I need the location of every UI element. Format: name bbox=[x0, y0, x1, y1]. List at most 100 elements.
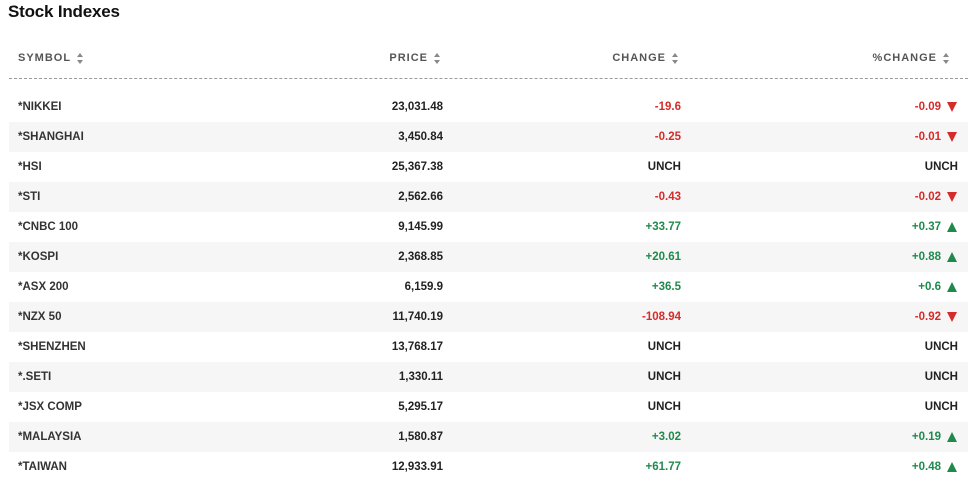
pct-change-cell: UNCH bbox=[925, 362, 958, 392]
triangle-down-icon bbox=[947, 102, 957, 112]
pct-change-cell: +0.6 bbox=[918, 272, 958, 302]
price-value: 13,768.17 bbox=[391, 341, 443, 353]
symbol-link[interactable]: *JSX COMP bbox=[18, 401, 82, 413]
pct-change-cell: -0.01 bbox=[915, 122, 958, 152]
price-value: 1,330.11 bbox=[398, 371, 443, 383]
stock-indexes-table: SYMBOL PRICE CHANGE %CHANGE *NIKKEI 23,03… bbox=[9, 40, 968, 482]
symbol-link[interactable]: *TAIWAN bbox=[18, 461, 67, 473]
pct-change-cell: -0.02 bbox=[915, 182, 958, 212]
change-value: +3.02 bbox=[651, 431, 681, 443]
column-header-price[interactable]: PRICE bbox=[389, 52, 440, 64]
table-row[interactable]: *SHENZHEN 13,768.17 UNCH UNCH bbox=[9, 332, 968, 362]
pct-change-cell: +0.88 bbox=[912, 242, 958, 272]
price-value: 3,450.84 bbox=[398, 131, 443, 143]
change-value: +20.61 bbox=[645, 251, 682, 263]
pct-change-value: UNCH bbox=[924, 341, 958, 353]
table-body: *NIKKEI 23,031.48 -19.6 -0.09 *SHANGHAI 3,450… bbox=[9, 92, 968, 482]
pct-change-value: -0.09 bbox=[914, 101, 941, 113]
table-header: SYMBOL PRICE CHANGE %CHANGE bbox=[9, 40, 968, 79]
price-value: 9,145.99 bbox=[398, 221, 443, 233]
pct-change-cell: -0.92 bbox=[915, 302, 958, 332]
price-value: 1,580.87 bbox=[398, 431, 443, 443]
table-row[interactable]: *JSX COMP 5,295.17 UNCH UNCH bbox=[9, 392, 968, 422]
column-header-change[interactable]: CHANGE bbox=[612, 52, 678, 64]
symbol-link[interactable]: *CNBC 100 bbox=[18, 221, 79, 233]
pct-change-cell: UNCH bbox=[925, 332, 958, 362]
pct-change-cell: +0.37 bbox=[912, 212, 958, 242]
symbol-link[interactable]: *STI bbox=[18, 191, 41, 203]
table-row[interactable]: *KOSPI 2,368.85 +20.61 +0.88 bbox=[9, 242, 968, 272]
change-value: -19.6 bbox=[654, 101, 681, 113]
change-value: UNCH bbox=[647, 161, 681, 173]
symbol-link[interactable]: *KOSPI bbox=[18, 251, 59, 263]
pct-change-cell: +0.19 bbox=[912, 422, 958, 452]
triangle-down-icon bbox=[947, 192, 957, 202]
pct-change-value: UNCH bbox=[924, 401, 958, 413]
symbol-link[interactable]: *NIKKEI bbox=[18, 101, 62, 113]
price-value: 11,740.19 bbox=[392, 311, 443, 323]
change-value: -108.94 bbox=[641, 311, 681, 323]
table-row[interactable]: *STI 2,562.66 -0.43 -0.02 bbox=[9, 182, 968, 212]
price-value: 2,368.85 bbox=[398, 251, 443, 263]
price-value: 2,562.66 bbox=[398, 191, 443, 203]
change-value: -0.43 bbox=[654, 191, 681, 203]
symbol-link[interactable]: *.SETI bbox=[18, 371, 52, 383]
pct-change-value: +0.19 bbox=[911, 431, 941, 443]
price-value: 12,933.91 bbox=[391, 461, 443, 473]
pct-change-value: +0.37 bbox=[911, 221, 941, 233]
sort-icon bbox=[943, 52, 949, 64]
column-header-pct-change[interactable]: %CHANGE bbox=[873, 52, 949, 64]
symbol-link[interactable]: *SHENZHEN bbox=[18, 341, 86, 353]
triangle-up-icon bbox=[947, 282, 957, 292]
change-value: +61.77 bbox=[645, 461, 682, 473]
triangle-down-icon bbox=[947, 312, 957, 322]
triangle-up-icon bbox=[947, 252, 957, 262]
triangle-up-icon bbox=[947, 432, 957, 442]
symbol-link[interactable]: *MALAYSIA bbox=[18, 431, 82, 443]
pct-change-value: +0.88 bbox=[911, 251, 941, 263]
price-value: 23,031.48 bbox=[391, 101, 443, 113]
sort-icon bbox=[77, 52, 84, 64]
table-row[interactable]: *SHANGHAI 3,450.84 -0.25 -0.01 bbox=[9, 122, 968, 152]
symbol-link[interactable]: *SHANGHAI bbox=[18, 131, 84, 143]
column-header-pct-change-label: %CHANGE bbox=[872, 52, 937, 64]
triangle-up-icon bbox=[947, 462, 957, 472]
triangle-up-icon bbox=[947, 222, 957, 232]
table-row[interactable]: *NIKKEI 23,031.48 -19.6 -0.09 bbox=[9, 92, 968, 122]
change-value: +33.77 bbox=[645, 221, 682, 233]
pct-change-value: -0.02 bbox=[914, 191, 941, 203]
pct-change-cell: -0.09 bbox=[915, 92, 958, 122]
column-header-symbol[interactable]: SYMBOL bbox=[18, 52, 84, 64]
table-row[interactable]: *.SETI 1,330.11 UNCH UNCH bbox=[9, 362, 968, 392]
pct-change-cell: UNCH bbox=[925, 392, 958, 422]
change-value: UNCH bbox=[647, 401, 681, 413]
sort-icon bbox=[672, 52, 678, 64]
change-value: -0.25 bbox=[654, 131, 681, 143]
column-header-change-label: CHANGE bbox=[612, 52, 666, 64]
price-value: 5,295.17 bbox=[398, 401, 443, 413]
price-value: 25,367.38 bbox=[391, 161, 443, 173]
column-header-symbol-label: SYMBOL bbox=[18, 52, 72, 64]
symbol-link[interactable]: *ASX 200 bbox=[18, 281, 69, 293]
symbol-link[interactable]: *NZX 50 bbox=[18, 311, 62, 323]
pct-change-cell: UNCH bbox=[925, 152, 958, 182]
triangle-down-icon bbox=[947, 132, 957, 142]
pct-change-value: -0.92 bbox=[914, 311, 941, 323]
price-value: 6,159.9 bbox=[404, 281, 443, 293]
symbol-link[interactable]: *HSI bbox=[18, 161, 42, 173]
column-header-price-label: PRICE bbox=[389, 52, 428, 64]
change-value: UNCH bbox=[647, 341, 681, 353]
table-row[interactable]: *NZX 50 11,740.19 -108.94 -0.92 bbox=[9, 302, 968, 332]
table-row[interactable]: *MALAYSIA 1,580.87 +3.02 +0.19 bbox=[9, 422, 968, 452]
table-row[interactable]: *ASX 200 6,159.9 +36.5 +0.6 bbox=[9, 272, 968, 302]
pct-change-cell: +0.48 bbox=[912, 452, 958, 482]
page-title: Stock Indexes bbox=[8, 2, 120, 21]
pct-change-value: UNCH bbox=[924, 161, 958, 173]
table-row[interactable]: *TAIWAN 12,933.91 +61.77 +0.48 bbox=[9, 452, 968, 482]
table-row[interactable]: *CNBC 100 9,145.99 +33.77 +0.37 bbox=[9, 212, 968, 242]
change-value: +36.5 bbox=[651, 281, 681, 293]
pct-change-value: -0.01 bbox=[914, 131, 941, 143]
table-row[interactable]: *HSI 25,367.38 UNCH UNCH bbox=[9, 152, 968, 182]
sort-icon bbox=[434, 52, 440, 64]
change-value: UNCH bbox=[647, 371, 681, 383]
